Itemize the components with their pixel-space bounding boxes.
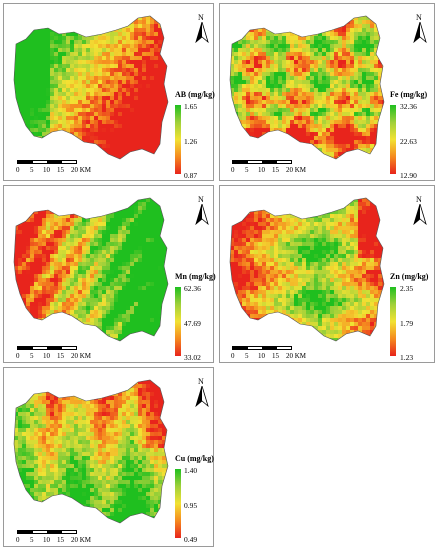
north-label: N <box>198 13 204 22</box>
scale-label-15: 15 <box>57 352 64 360</box>
map-fe <box>229 15 385 160</box>
north-label: N <box>198 195 204 204</box>
map-raster <box>14 198 168 341</box>
legend-title: AB (mg/kg) <box>175 90 215 99</box>
legend-colorbar <box>390 105 396 174</box>
north-arrow-icon: N <box>195 377 209 408</box>
scale-bar <box>17 346 77 350</box>
map-panel-fe: N Fe (mg/kg) 32.36 22.63 12.90 0 5 10 15… <box>219 3 435 181</box>
scale-label-15: 15 <box>57 536 64 544</box>
scale-label-5: 5 <box>245 166 249 174</box>
scale-bar <box>17 160 77 164</box>
scale-label-20km: 20 KM <box>286 166 307 174</box>
map-raster <box>14 380 168 523</box>
north-label: N <box>416 195 422 204</box>
scale-label-20km: 20 KM <box>71 166 92 174</box>
region-outline <box>13 379 169 524</box>
legend-colorbar <box>175 469 181 538</box>
scale-label-5: 5 <box>245 352 249 360</box>
map-raster <box>230 198 384 341</box>
legend-min: 0.49 <box>184 535 198 544</box>
scale-label-0: 0 <box>16 166 20 174</box>
scale-label-10: 10 <box>258 166 265 174</box>
map-panel-cu: N Cu (mg/kg) 1.40 0.95 0.49 0 5 10 15 20… <box>3 367 214 547</box>
map-ab <box>13 15 169 160</box>
region-outline <box>229 15 385 160</box>
legend-mid: 1.26 <box>184 137 198 146</box>
legend-title: Cu (mg/kg) <box>175 454 214 463</box>
legend-title: Mn (mg/kg) <box>175 272 216 281</box>
scale-bar <box>232 160 292 164</box>
map-cu <box>13 379 169 524</box>
north-arrow-icon: N <box>413 13 427 44</box>
legend-colorbar <box>175 105 181 174</box>
map-panel-ab: N AB (mg/kg) 1.65 1.26 0.87 0 5 10 15 20… <box>3 3 215 181</box>
scale-label-10: 10 <box>43 352 50 360</box>
legend-title: Fe (mg/kg) <box>390 90 428 99</box>
scale-label-15: 15 <box>272 166 279 174</box>
scale-label-10: 10 <box>258 352 265 360</box>
region-outline <box>13 15 169 160</box>
north-arrow-icon: N <box>195 13 209 44</box>
map-mn <box>13 197 169 342</box>
legend-max: 1.40 <box>184 466 198 475</box>
map-panel-zn: N Zn (mg/kg) 2.35 1.79 1.23 0 5 10 15 20… <box>219 185 435 363</box>
scale-label-10: 10 <box>43 536 50 544</box>
scale-label-20km: 20 KM <box>71 352 92 360</box>
map-raster <box>230 16 384 159</box>
scale-label-5: 5 <box>30 536 34 544</box>
legend-max: 32.36 <box>400 102 417 111</box>
map-panel-mn: N Mn (mg/kg) 62.36 47.69 33.02 0 5 10 15… <box>3 185 216 363</box>
legend-mid: 1.79 <box>400 319 414 328</box>
scale-bar <box>17 530 77 534</box>
map-zn <box>229 197 385 342</box>
scale-label-0: 0 <box>231 352 235 360</box>
legend-min: 33.02 <box>184 353 201 362</box>
region-outline <box>229 197 385 342</box>
legend-title: Zn (mg/kg) <box>390 272 429 281</box>
scale-label-20km: 20 KM <box>286 352 307 360</box>
legend-min: 12.90 <box>400 171 417 180</box>
scale-label-15: 15 <box>272 352 279 360</box>
scale-label-0: 0 <box>16 352 20 360</box>
legend-mid: 22.63 <box>400 137 417 146</box>
north-arrow-icon: N <box>195 195 209 226</box>
scale-bar <box>232 346 292 350</box>
legend-max: 1.65 <box>184 102 198 111</box>
scale-label-20km: 20 KM <box>71 536 92 544</box>
scale-label-0: 0 <box>16 536 20 544</box>
region-outline <box>13 197 169 342</box>
legend-mid: 0.95 <box>184 501 198 510</box>
north-label: N <box>198 377 204 386</box>
scale-label-10: 10 <box>43 166 50 174</box>
legend-max: 2.35 <box>400 284 414 293</box>
scale-label-5: 5 <box>30 352 34 360</box>
scale-label-0: 0 <box>231 166 235 174</box>
legend-colorbar <box>390 287 396 356</box>
legend-mid: 47.69 <box>184 319 201 328</box>
legend-min: 0.87 <box>184 171 198 180</box>
scale-label-5: 5 <box>30 166 34 174</box>
legend-max: 62.36 <box>184 284 201 293</box>
map-raster <box>14 16 168 159</box>
north-arrow-icon: N <box>413 195 427 226</box>
legend-colorbar <box>175 287 181 356</box>
north-label: N <box>416 13 422 22</box>
legend-min: 1.23 <box>400 353 414 362</box>
scale-label-15: 15 <box>57 166 64 174</box>
